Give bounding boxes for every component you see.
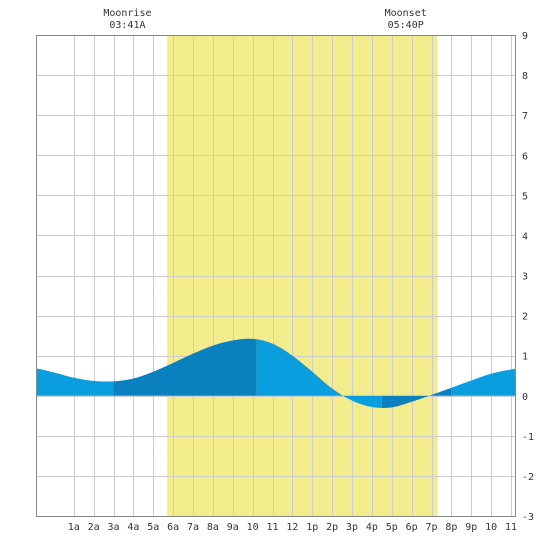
y-tick-label: 7 (522, 111, 528, 122)
daylight-band (167, 35, 438, 516)
tide-segment (113, 338, 257, 396)
y-tick-label: 9 (522, 31, 528, 42)
x-tick-label: 3a (107, 522, 119, 533)
x-tick-label: 6p (406, 522, 418, 533)
x-tick-label: 4p (366, 522, 378, 533)
x-tick-label: 5p (386, 522, 398, 533)
x-tick-label: 2a (88, 522, 100, 533)
y-tick-label: -2 (522, 472, 534, 483)
x-tick-label: 10 (247, 522, 259, 533)
moonrise-time: 03:41A (109, 20, 145, 31)
x-tick-label: 8p (445, 522, 457, 533)
x-tick-label: 1a (68, 522, 80, 533)
y-tick-label: 8 (522, 71, 528, 82)
x-tick-label: 10 (485, 522, 497, 533)
x-tick-label: 1p (306, 522, 318, 533)
y-tick-label: 1 (522, 352, 528, 363)
y-tick-label: 0 (522, 392, 528, 403)
x-tick-label: 2p (326, 522, 338, 533)
x-tick-label: 12 (286, 522, 298, 533)
moonrise-label: Moonrise (103, 8, 151, 19)
moonset-time: 05:40P (388, 20, 424, 31)
tide-segment (451, 368, 515, 396)
y-tick-label: 6 (522, 151, 528, 162)
y-tick-label: 3 (522, 272, 528, 283)
moonset-label: Moonset (385, 8, 427, 19)
x-tick-label: 11 (505, 522, 517, 533)
x-tick-label: 11 (266, 522, 278, 533)
y-tick-label: 5 (522, 191, 528, 202)
y-tick-label: -1 (522, 432, 534, 443)
y-tick-label: 2 (522, 312, 528, 323)
x-tick-label: 7a (187, 522, 199, 533)
tide-segment (36, 368, 114, 396)
x-tick-label: 7p (425, 522, 437, 533)
x-tick-label: 9p (465, 522, 477, 533)
tide-segment (381, 387, 452, 408)
x-tick-label: 8a (207, 522, 219, 533)
plot-frame (36, 35, 516, 517)
y-tick-label: 4 (522, 231, 528, 242)
x-tick-label: 5a (147, 522, 159, 533)
tide-segment (256, 339, 382, 408)
x-tick-label: 4a (127, 522, 139, 533)
x-tick-label: 6a (167, 522, 179, 533)
y-tick-label: -3 (522, 512, 534, 523)
x-tick-label: 3p (346, 522, 358, 533)
x-tick-label: 9a (227, 522, 239, 533)
